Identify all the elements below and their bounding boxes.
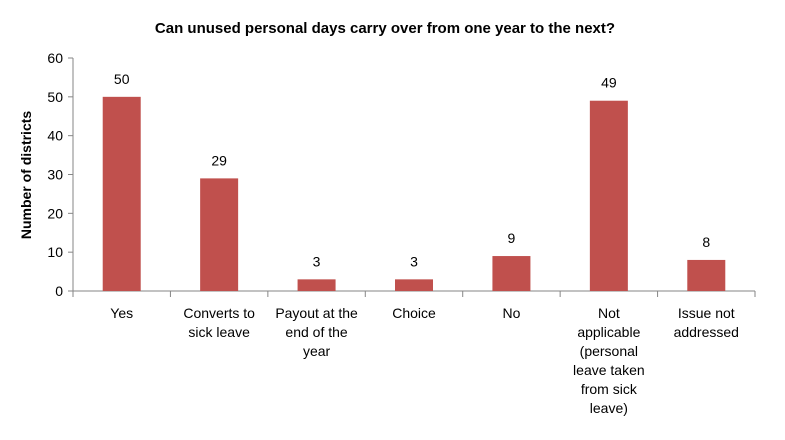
x-tick-label-line: leave): [590, 400, 628, 416]
x-tick-label-line: leave taken: [573, 362, 645, 378]
x-tick-label: No: [502, 305, 520, 321]
x-tick-label-line: Yes: [110, 305, 133, 321]
y-tick-label: 50: [47, 89, 63, 105]
data-label: 8: [702, 234, 710, 250]
x-tick-label-line: addressed: [674, 324, 739, 340]
data-label: 3: [410, 253, 418, 269]
bars: [102, 96, 726, 291]
y-tick-label: 40: [47, 128, 63, 144]
x-tick-label-line: sick leave: [188, 324, 250, 340]
data-label: 50: [114, 71, 130, 87]
chart-title: Can unused personal days carry over from…: [155, 20, 615, 37]
bar: [297, 279, 336, 291]
y-tick-label: 20: [47, 205, 63, 221]
x-tick-label: Issue not addressed: [674, 305, 739, 340]
bar: [102, 96, 141, 291]
y-axis-label: Number of districts: [18, 111, 34, 240]
bar: [395, 279, 433, 291]
x-tick-label-line: Payout at the: [275, 305, 358, 321]
x-tick-label-line: from sick: [581, 381, 638, 397]
x-tick-label: Not applicable (personal leave taken from si…: [573, 305, 645, 416]
bar: [200, 178, 239, 291]
x-tick-label: Yes: [110, 305, 133, 321]
x-tick-labels: Yes Converts to sick leave Payout at the end…: [110, 305, 739, 416]
data-labels: 50 29 3 3 9 49 8: [114, 71, 710, 270]
x-tick-label-line: end of the: [285, 324, 347, 340]
x-tick-label-line: applicable: [577, 324, 640, 340]
y-tick-label: 60: [47, 50, 63, 66]
x-tick-label-line: Choice: [392, 305, 436, 321]
y-tick-labels: 0 10 20 30 40 50 60: [47, 50, 63, 299]
y-tick-label: 0: [55, 283, 63, 299]
y-tick-label: 30: [47, 167, 63, 183]
x-tick-label: Choice: [392, 305, 436, 321]
x-tick-label-line: (personal: [580, 343, 638, 359]
data-label: 9: [508, 230, 516, 246]
y-tick-label: 10: [47, 244, 63, 260]
x-tick-label-line: Not: [598, 305, 620, 321]
bar: [589, 100, 628, 291]
x-tick-label-line: year: [303, 343, 331, 359]
data-label: 3: [313, 253, 321, 269]
x-tick-label-line: Issue not: [678, 305, 735, 321]
bar: [687, 259, 726, 291]
bar: [492, 256, 531, 291]
data-label: 29: [211, 152, 227, 168]
x-tick-label-line: No: [502, 305, 520, 321]
x-tick-label-line: Converts to: [183, 305, 255, 321]
x-tick-label: Converts to sick leave: [183, 305, 255, 340]
data-label: 49: [601, 75, 617, 91]
x-tick-label: Payout at the end of the year: [275, 305, 358, 359]
